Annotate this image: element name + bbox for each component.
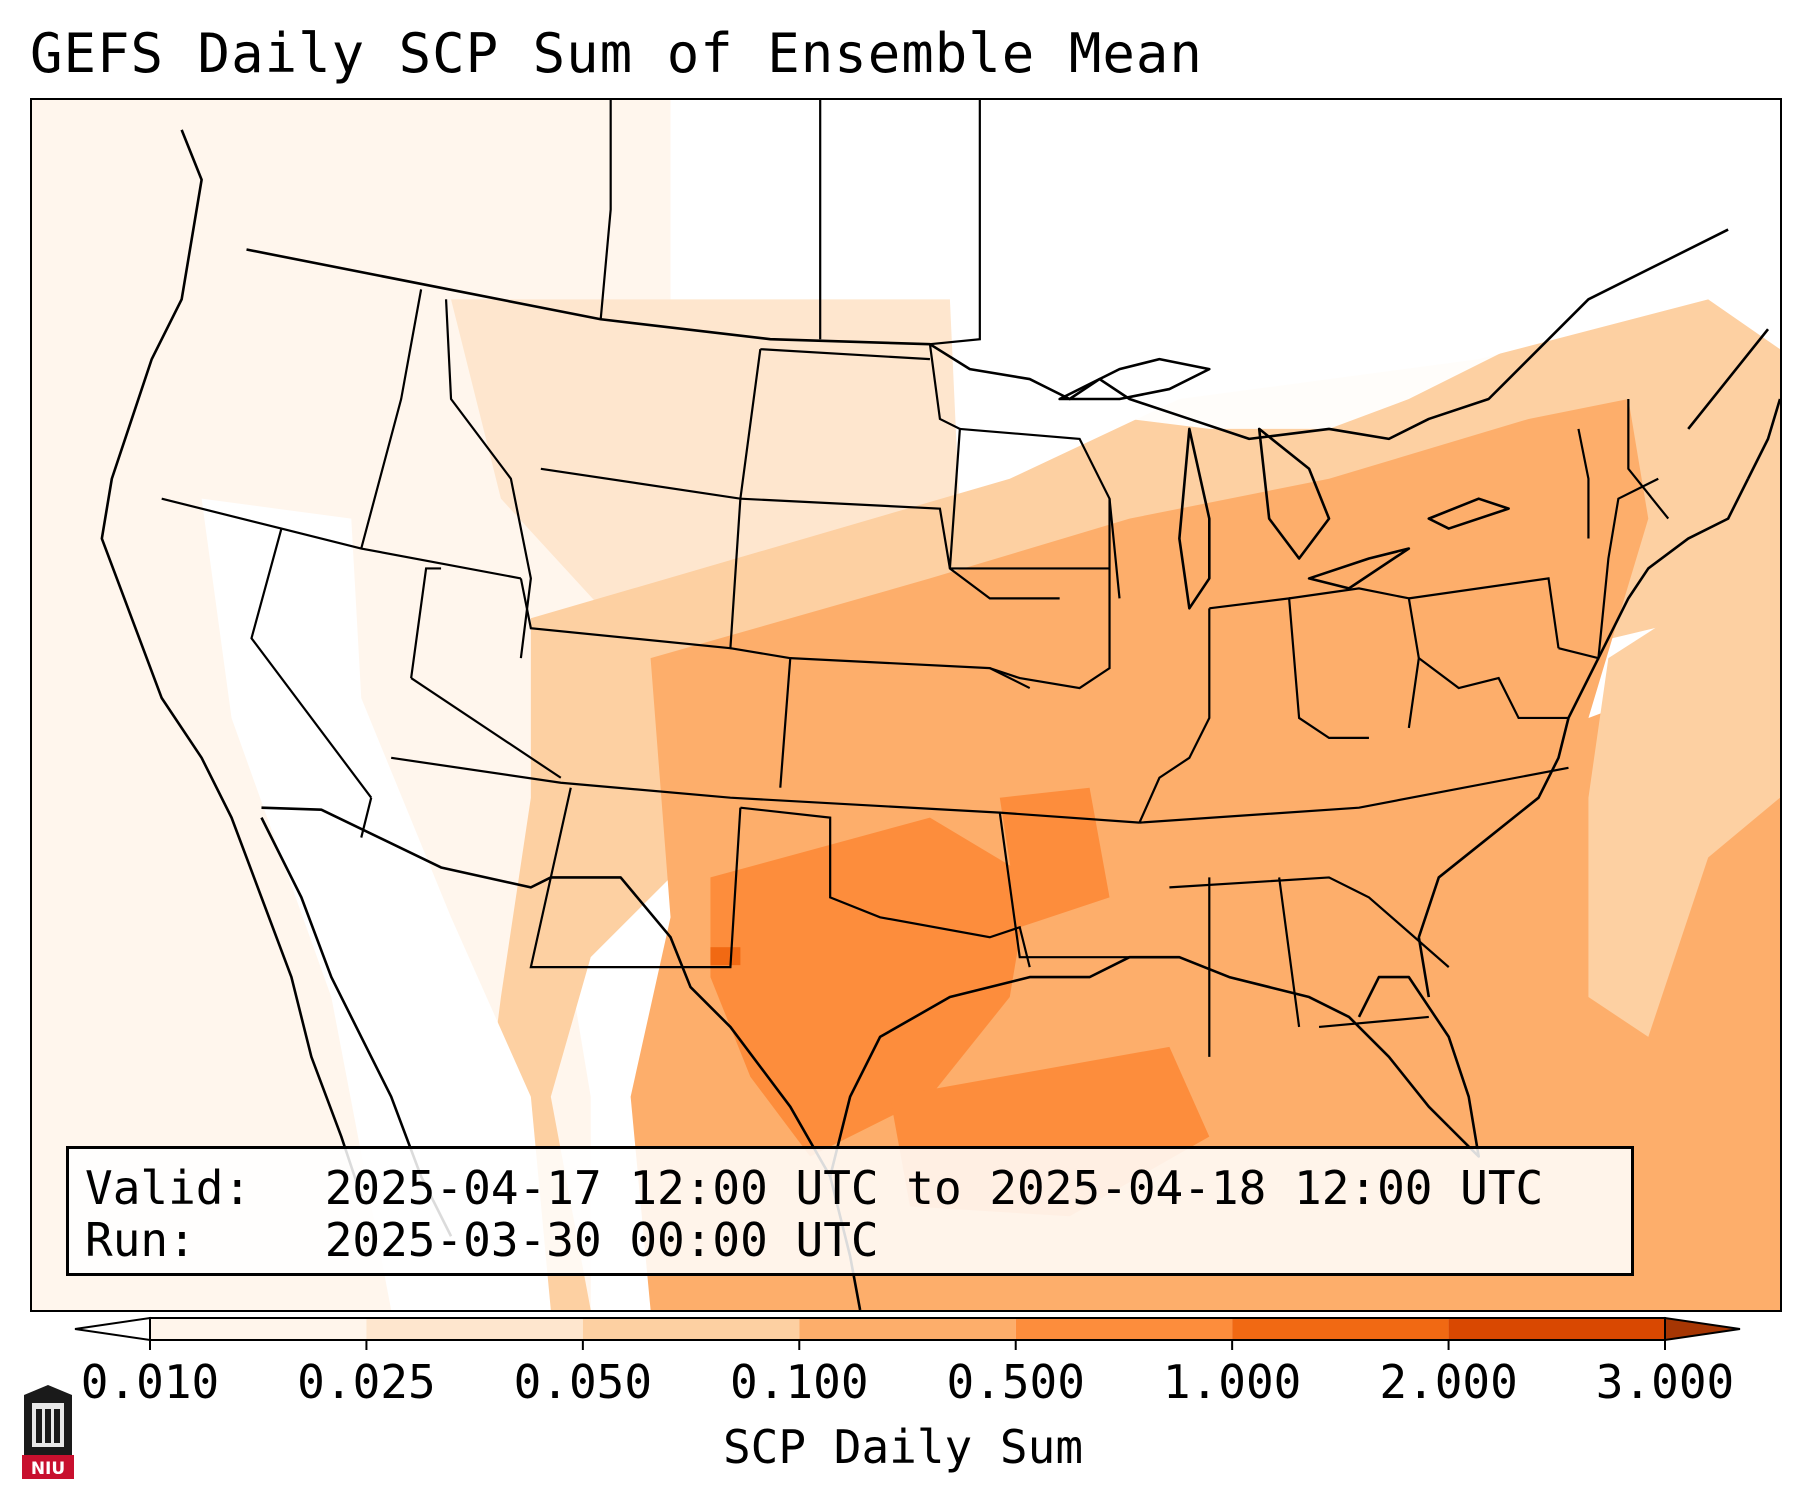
- valid-line: Valid: 2025-04-17 12:00 UTC to 2025-04-1…: [85, 1161, 1543, 1215]
- niu-logo-text: NIU: [31, 1459, 65, 1479]
- map-panel[interactable]: [30, 98, 1782, 1312]
- shade-atlantic-gap: [1588, 568, 1780, 1037]
- run-label: Run:: [85, 1213, 196, 1267]
- colorbar-segment: [1015, 1318, 1233, 1340]
- shade-peak-spot: [710, 947, 741, 966]
- colorbar-tick-label: 1.000: [1162, 1355, 1302, 1409]
- colorbar-tick-label: 0.050: [513, 1355, 653, 1409]
- gulf-coast: [828, 955, 1450, 1177]
- scp-map[interactable]: [32, 100, 1780, 1310]
- colorbar-tick-label: 3.000: [1595, 1355, 1735, 1409]
- colorbar-tick-label: 0.500: [946, 1355, 1085, 1409]
- shade-north-clear: [989, 100, 1679, 429]
- valid-run-info-box: Valid: 2025-04-17 12:00 UTC to 2025-04-1…: [66, 1146, 1634, 1276]
- colorbar-segment: [582, 1318, 800, 1340]
- shade-hot-arkansas: [999, 787, 1110, 928]
- colorbar-frame: [149, 1317, 1666, 1341]
- scp-shading: [32, 100, 1780, 1310]
- colorbar-over-arrow: [1664, 1316, 1741, 1342]
- colorbar: [74, 1316, 1741, 1350]
- colorbar-tick-label: 0.010: [80, 1355, 220, 1409]
- lake-ontario: [1427, 497, 1510, 530]
- new-england-coast: [1687, 328, 1780, 480]
- valid-value: 2025-04-17 12:00 UTC to 2025-04-18 12:00…: [324, 1161, 1544, 1215]
- colorbar-segment: [799, 1318, 1016, 1340]
- shade-hot-texas: [710, 817, 1030, 1157]
- state-lines: [161, 100, 1670, 1057]
- east-coast: [1417, 478, 1750, 998]
- colorbar-segment: [150, 1318, 367, 1340]
- lake-erie: [1307, 547, 1411, 590]
- shade-west-clear: [201, 498, 551, 1310]
- lake-michigan: [1178, 427, 1211, 610]
- run-value: 2025-03-30 00:00 UTC: [324, 1213, 879, 1267]
- colorbar-label: SCP Daily Sum: [722, 1420, 1084, 1474]
- colorbar-segment: [1232, 1318, 1449, 1340]
- colorbar-tick-label: 2.000: [1379, 1355, 1518, 1409]
- colorbar-tick-label: 0.100: [730, 1355, 869, 1409]
- niu-logo: NIU: [22, 1385, 74, 1479]
- valid-label: Valid:: [85, 1161, 252, 1215]
- map-title: GEFS Daily SCP Sum of Ensemble Mean: [30, 22, 1203, 85]
- west-coastline: [100, 129, 363, 1197]
- lake-superior: [1058, 357, 1211, 401]
- colorbar-under-arrow: [74, 1316, 151, 1342]
- run-line: Run: 2025-03-30 00:00 UTC: [85, 1213, 879, 1267]
- lake-huron: [1257, 427, 1331, 560]
- colorbar-tick-label: 0.025: [297, 1355, 436, 1409]
- colorbar-segment: [366, 1318, 583, 1340]
- colorbar-segment: [1448, 1318, 1665, 1340]
